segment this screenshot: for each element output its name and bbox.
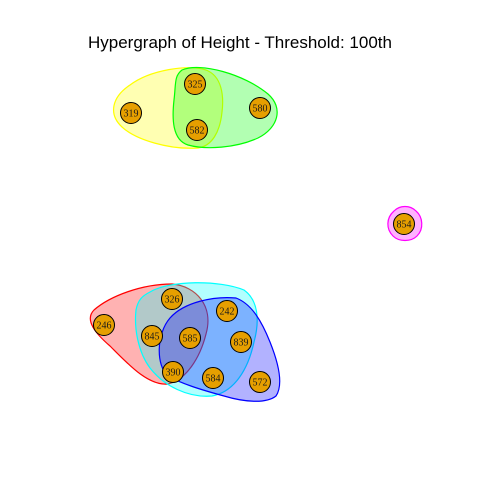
node-854: 854 — [393, 213, 415, 235]
node-label: 585 — [183, 334, 198, 345]
node-layer: 319 325 580 582 854 246 326 845 585 242 839 390 584 5… — [93, 73, 415, 393]
node-circle — [216, 300, 238, 322]
node-label: 572 — [253, 378, 268, 389]
node-584: 584 — [202, 367, 224, 389]
node-label: 246 — [97, 321, 112, 332]
node-label: 584 — [206, 374, 221, 385]
node-circle — [93, 314, 115, 336]
node-325: 325 — [184, 73, 206, 95]
node-label: 326 — [165, 295, 180, 306]
node-label: 582 — [190, 126, 205, 137]
node-label: 845 — [145, 332, 160, 343]
node-246: 246 — [93, 314, 115, 336]
node-label: 839 — [234, 338, 249, 349]
node-390: 390 — [162, 361, 184, 383]
node-circle — [184, 73, 206, 95]
node-circle — [141, 325, 163, 347]
node-circle — [120, 102, 142, 124]
node-572: 572 — [249, 371, 271, 393]
node-326: 326 — [161, 288, 183, 310]
chart-title: Hypergraph of Height - Threshold: 100th — [88, 33, 392, 52]
node-582: 582 — [186, 119, 208, 141]
node-label: 390 — [166, 368, 181, 379]
node-label: 854 — [397, 220, 412, 231]
node-circle — [162, 361, 184, 383]
node-label: 319 — [124, 109, 139, 120]
node-585: 585 — [179, 327, 201, 349]
node-label: 242 — [220, 307, 235, 318]
node-circle — [186, 119, 208, 141]
node-circle — [161, 288, 183, 310]
node-580: 580 — [249, 97, 271, 119]
node-circle — [202, 367, 224, 389]
node-label: 325 — [188, 80, 203, 91]
node-circle — [249, 371, 271, 393]
node-circle — [230, 331, 252, 353]
node-845: 845 — [141, 325, 163, 347]
node-319: 319 — [120, 102, 142, 124]
node-circle — [249, 97, 271, 119]
node-circle — [179, 327, 201, 349]
node-242: 242 — [216, 300, 238, 322]
node-839: 839 — [230, 331, 252, 353]
node-circle — [393, 213, 415, 235]
node-label: 580 — [253, 104, 268, 115]
